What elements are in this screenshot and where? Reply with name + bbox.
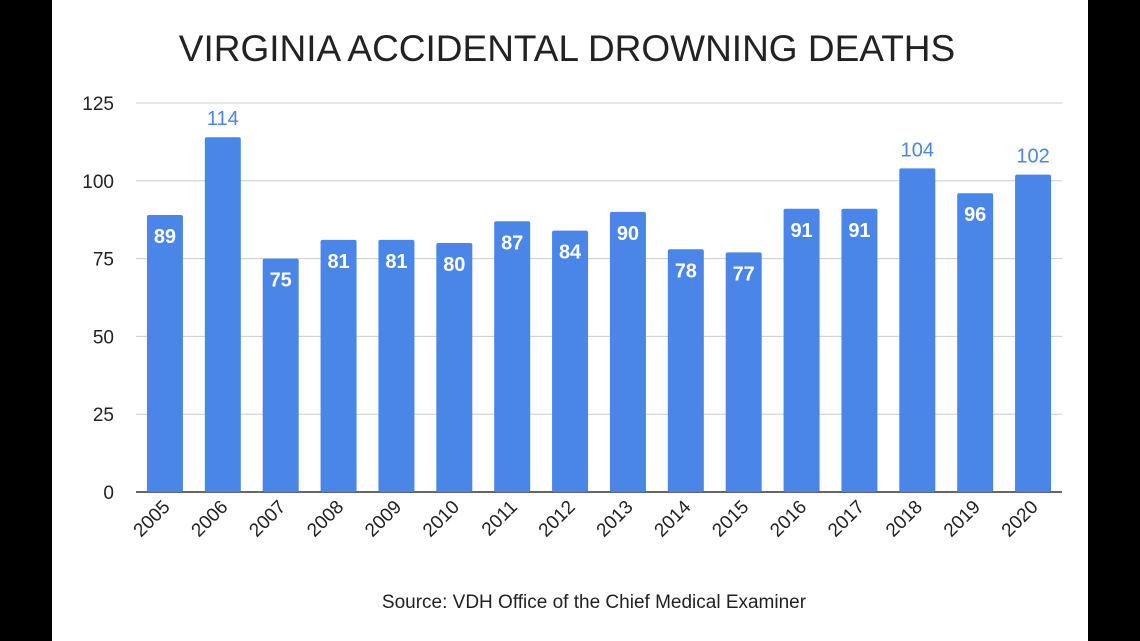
x-tick-label: 2014	[651, 496, 696, 541]
data-label: 91	[790, 220, 812, 242]
x-tick-label: 2005	[130, 497, 175, 542]
bar	[494, 221, 531, 493]
y-tick-label: 125	[82, 94, 114, 115]
x-tick-label: 2012	[535, 497, 580, 542]
y-tick-label: 100	[82, 172, 114, 193]
bar	[899, 168, 936, 493]
data-label: 75	[270, 270, 292, 292]
data-label: 96	[964, 204, 986, 226]
bars	[146, 137, 1052, 493]
y-tick-label: 75	[93, 250, 114, 271]
chart-source: Source: VDH Office of the Chief Medical …	[382, 592, 807, 613]
bar	[378, 239, 415, 492]
data-label: 81	[327, 251, 349, 273]
data-label: 90	[617, 223, 639, 245]
chart-frame: VIRGINIA ACCIDENTAL DROWNING DEATHS 0 25 5…	[52, 0, 1088, 641]
x-tick-label: 2020	[998, 497, 1043, 542]
bar	[957, 193, 994, 493]
x-tick-label: 2010	[419, 497, 464, 542]
y-tick-label: 25	[93, 405, 114, 426]
x-tick-label: 2018	[882, 497, 927, 542]
bar	[204, 137, 241, 492]
y-tick-label: 0	[103, 483, 114, 504]
bar	[667, 249, 704, 492]
bar	[1015, 174, 1052, 493]
chart-svg: VIRGINIA ACCIDENTAL DROWNING DEATHS 0 25 5…	[82, 28, 1062, 613]
data-label: 91	[848, 220, 870, 242]
bar	[609, 211, 646, 493]
data-labels: 89 114 75 81 81 80 87 84 90 78 77 91 91 104 96 102	[154, 108, 1050, 291]
data-label: 81	[385, 251, 407, 273]
data-label: 104	[901, 139, 934, 161]
data-label: 102	[1016, 146, 1049, 168]
y-axis-ticks: 0 25 50 75 100 125	[82, 94, 114, 504]
x-tick-label: 2015	[708, 497, 753, 542]
x-tick-label: 2009	[361, 497, 406, 542]
data-label: 89	[154, 226, 176, 248]
bar	[146, 215, 183, 493]
bar	[783, 208, 820, 493]
data-label: 80	[443, 254, 465, 276]
x-tick-label: 2011	[478, 497, 522, 541]
bar	[552, 230, 589, 493]
data-label: 87	[501, 232, 523, 254]
x-tick-label: 2017	[824, 497, 869, 542]
bar	[841, 208, 878, 493]
x-tick-label: 2019	[940, 497, 985, 542]
x-tick-label: 2007	[245, 497, 290, 542]
bar	[436, 243, 473, 492]
x-tick-label: 2016	[766, 497, 811, 542]
x-tick-label: 2008	[303, 497, 348, 542]
data-label: 77	[733, 263, 755, 285]
data-label: 114	[207, 108, 239, 130]
x-tick-label: 2013	[593, 497, 638, 542]
bar	[262, 258, 299, 492]
data-label: 84	[559, 242, 582, 264]
x-axis-ticks: 2005 2006 2007 2008 2009 2010 2011 2012 2013 2014…	[130, 496, 1043, 541]
bar	[320, 239, 357, 492]
y-tick-label: 50	[93, 327, 114, 348]
chart-title: VIRGINIA ACCIDENTAL DROWNING DEATHS	[179, 28, 955, 69]
x-tick-label: 2006	[188, 497, 233, 542]
bar	[725, 252, 762, 492]
data-label: 78	[675, 260, 697, 282]
